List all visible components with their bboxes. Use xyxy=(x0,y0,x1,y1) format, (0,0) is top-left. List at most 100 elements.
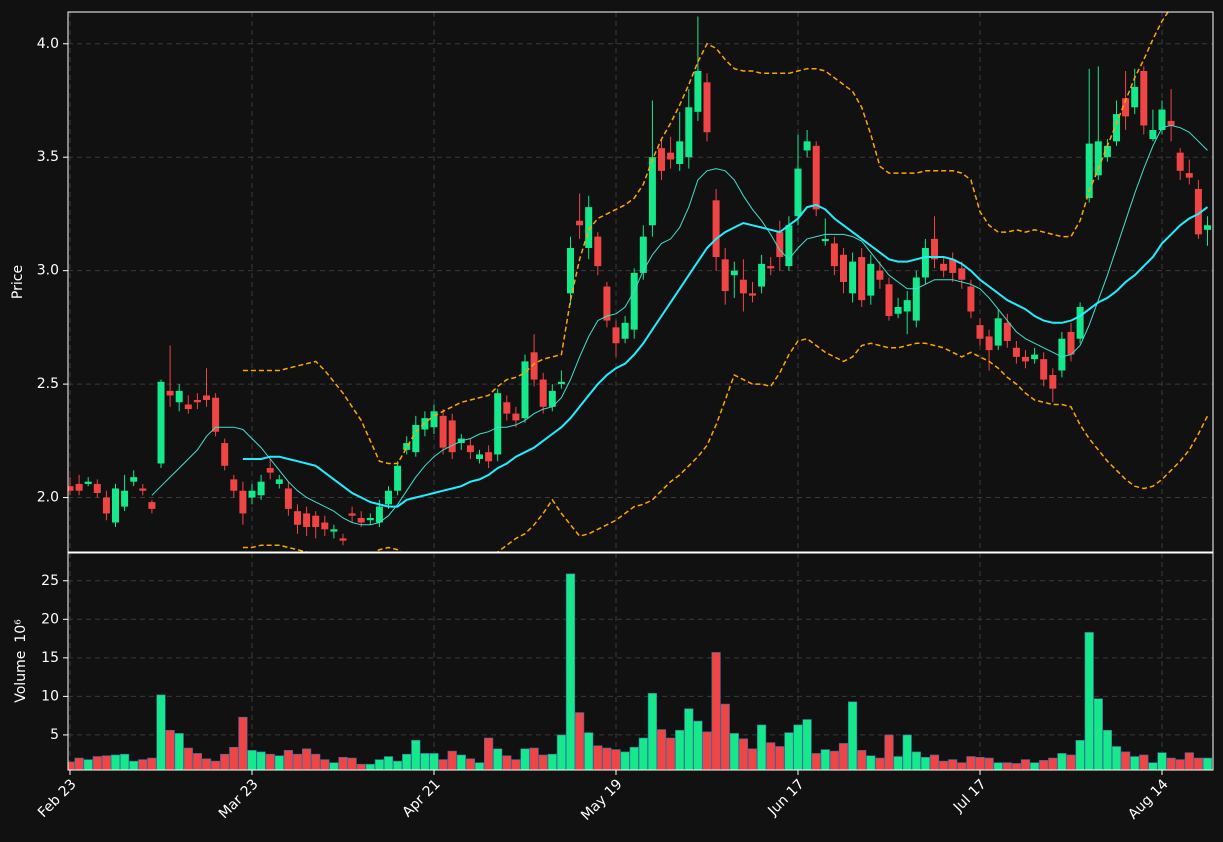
volume-bar xyxy=(1111,746,1122,770)
volume-bar xyxy=(1121,751,1131,770)
volume-bar xyxy=(493,748,503,770)
candle-body xyxy=(321,522,329,530)
volume-bar xyxy=(1130,756,1140,770)
volume-bar xyxy=(875,757,885,770)
volume-bar xyxy=(593,745,603,770)
volume-bar xyxy=(1030,762,1040,770)
price-panel xyxy=(68,12,1211,552)
candle-body xyxy=(1058,338,1066,371)
candle-body xyxy=(84,481,92,484)
candle-body xyxy=(75,483,83,491)
volume-bar xyxy=(274,755,284,770)
volume-bar xyxy=(647,692,657,770)
candle-body xyxy=(212,397,220,432)
volume-bar xyxy=(502,755,512,770)
candle-body xyxy=(876,270,884,280)
candle-body xyxy=(903,300,911,312)
candle-body xyxy=(1167,120,1175,126)
grid xyxy=(68,12,1213,770)
volume-bar xyxy=(1020,759,1031,770)
candle-body xyxy=(1022,356,1029,362)
volume-bar xyxy=(565,573,576,770)
volume-bar xyxy=(1102,730,1112,770)
candle-body xyxy=(275,479,283,484)
candle-body xyxy=(1194,188,1202,235)
volume-bar xyxy=(483,737,494,770)
candle-body xyxy=(257,481,265,496)
volume-bar xyxy=(402,753,412,770)
candle-body xyxy=(994,318,1002,346)
volume-bar xyxy=(702,731,712,770)
volume-bar xyxy=(1184,752,1194,770)
y-tick-label: 15 xyxy=(41,650,59,666)
candle-body xyxy=(749,293,756,296)
volume-label-text: Volume xyxy=(13,651,29,703)
y-tick-label: 2.0 xyxy=(37,490,59,506)
volume-bar xyxy=(556,734,566,770)
volume-bar xyxy=(838,743,849,770)
volume-bar xyxy=(311,753,321,770)
y-tick-label: 20 xyxy=(41,611,59,627)
candle-body xyxy=(858,257,866,301)
candle-body xyxy=(758,263,766,287)
candle-body xyxy=(712,200,720,258)
volume-bar xyxy=(101,755,111,770)
volume-bar xyxy=(902,734,912,770)
candle-body xyxy=(658,148,665,171)
volume-bar xyxy=(811,753,821,770)
volume-bar xyxy=(1093,698,1103,770)
y-tick-label: 5 xyxy=(50,727,59,743)
candle-body xyxy=(548,390,556,407)
volume-bar xyxy=(365,763,375,770)
candle-body xyxy=(203,395,210,400)
candle-body xyxy=(685,107,693,158)
volume-label: Volume 10⁶ xyxy=(13,619,29,703)
volume-bar xyxy=(347,757,357,770)
volume-bar xyxy=(847,701,858,770)
volume-bar xyxy=(665,737,676,770)
candle-body xyxy=(230,479,238,491)
volume-bar xyxy=(911,751,921,770)
volume-bar xyxy=(957,762,967,770)
overlay-line xyxy=(151,124,1208,526)
volume-bar xyxy=(465,758,476,770)
y-tick-label: 10 xyxy=(41,688,59,704)
candle-body xyxy=(284,488,292,509)
candle-body xyxy=(503,402,511,414)
volume-bar xyxy=(884,734,894,770)
candle-body xyxy=(967,286,975,312)
candle-body xyxy=(940,263,948,271)
candle-body xyxy=(794,168,802,217)
candle-body xyxy=(976,325,984,339)
candle-body xyxy=(385,490,392,505)
volume-bar xyxy=(1139,754,1149,770)
volume-unit: 10⁶ xyxy=(13,619,29,643)
volume-bar xyxy=(820,749,830,770)
volume-bar xyxy=(938,760,949,770)
volume-bar xyxy=(893,756,903,770)
candle-body xyxy=(430,411,438,428)
price-frame xyxy=(67,11,1214,553)
volume-bar xyxy=(929,754,940,770)
volume-bar xyxy=(110,754,121,770)
candle-body xyxy=(931,238,938,260)
volume-panel xyxy=(68,573,1213,770)
candle-body xyxy=(366,517,374,521)
candle-body xyxy=(1085,143,1093,199)
volume-bar xyxy=(1084,632,1094,770)
candle-body xyxy=(621,322,629,339)
candle-body xyxy=(921,247,929,278)
volume-bar xyxy=(247,750,257,770)
candle-body xyxy=(1049,375,1057,389)
volume-bar xyxy=(329,762,339,770)
candle-body xyxy=(102,497,110,514)
candle-body xyxy=(539,379,547,407)
candle-body xyxy=(166,390,174,396)
candle-body xyxy=(676,141,684,165)
volume-bar xyxy=(629,746,639,770)
candle-body xyxy=(567,247,574,294)
volume-bar xyxy=(993,762,1003,770)
candle-body xyxy=(803,141,811,151)
